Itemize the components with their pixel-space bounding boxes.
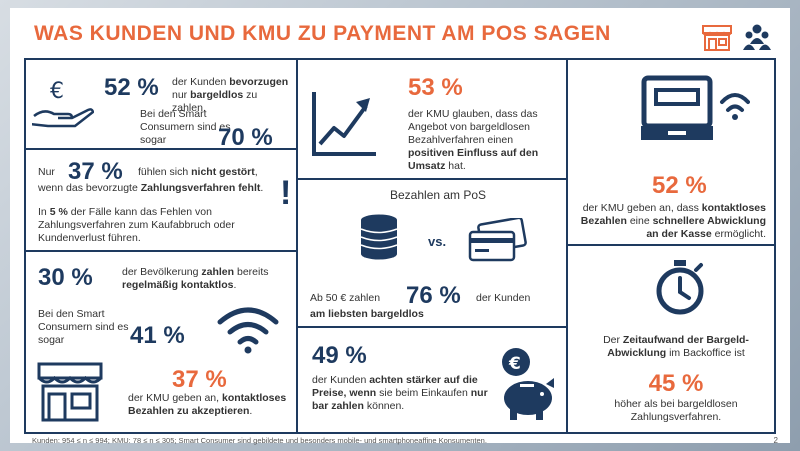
p2-paragraph: In 5 % der Fälle kann das Fehlen von Zah… [38,206,274,245]
svg-text:€: € [50,79,64,104]
p7-bold-2: schnellere Abwicklung an der Kasse [646,215,766,240]
p2-text-3: In [38,206,47,218]
exclamation-icon: ! [280,174,292,212]
wifi-icon [217,307,279,354]
infographic-page: WAS KUNDEN UND KMU ZU PAYMENT AM POS SAG… [10,8,790,443]
p3-bold-2: regelmäßig kontaktlos [122,279,234,291]
p6-text-3: können. [366,400,405,412]
stat-52-percent-kmu: 52 % [652,172,707,199]
grid-line [566,244,774,246]
grid-line [24,148,296,150]
p2-text-1: fühlen sich [138,166,189,178]
page-title: WAS KUNDEN UND KMU ZU PAYMENT AM POS SAG… [34,22,611,45]
p1-bold-1: bevorzugen [229,76,289,88]
grid-line [296,326,566,328]
p1-bold-2: bargeldlos [190,89,244,101]
store-icon [37,362,103,422]
stopwatch-icon [656,260,704,315]
stat-49-percent: 49 % [312,342,367,369]
p3-text: der Bevölkerung zahlen bereits regelmäßi… [122,266,269,291]
pos-heading: Bezahlen am PoS [390,188,487,202]
p8-text: Der Zeitaufwand der Bargeld-Abwicklung i… [584,334,768,360]
svg-text:€: € [508,354,521,374]
title-divider [24,58,776,60]
stat-76-percent: 76 % [406,282,461,309]
stat-45-percent: 45 % [648,370,704,397]
p6-bold-2: nur bar zahlen [312,387,488,412]
p7-bold-1: kontaktloses Bezahlen [580,202,766,227]
p5-bold: am liebsten bargeldlos [310,308,424,320]
p5-pre: Ab 50 € zahlen [310,292,381,304]
cash-register-icon [641,75,750,140]
p6-text-2: sie beim Einkaufen [379,387,468,399]
piggy-bank-icon: € [502,348,554,420]
p2-text-4: der Fälle kann das Fehlen von Zahlungsve… [38,206,235,244]
stat-30-percent: 30 % [38,264,93,291]
p4-bold-1: positiven Einfluss auf den Umsatz [408,147,539,172]
p4-text-1: der KMU glauben, dass das Angebot von ba… [408,108,538,146]
header-icons [700,22,772,52]
grid-line [24,250,296,252]
people-group-icon [743,24,771,50]
p1-sub-text: Bei den Smart Consumern sind es sogar [140,108,231,146]
p8-text-1: Der [603,334,620,346]
vs-label: vs. [428,234,447,249]
p1-text-3: zu zahlen. [172,89,258,114]
grid-line [296,60,298,432]
p8-text-3: höher als bei bargeldlosen Zahlungsverfa… [614,398,738,423]
p1-text: der Kunden bevorzugen nur bargeldlos zu … [172,76,292,115]
p6-text-1: der Kunden [312,374,367,386]
p5-post: der Kunden [476,292,531,304]
p3-kmu-text: der KMU geben an, kontaktloses Bezahlen … [128,392,287,417]
p1-text-2: nur [172,89,188,101]
p1-text-1: der Kunden [172,76,227,88]
grid-line [24,432,776,434]
p7-text-1: der KMU geben an, dass [582,202,699,214]
stat-52-percent: 52 % [104,74,159,101]
p3-text-3: der KMU geben an, [128,392,220,404]
hand-euro-icon: € [32,79,94,128]
p2-pre: Nur [38,166,55,178]
stat-37-percent: 37 % [68,158,123,185]
shop-icon [702,25,732,51]
p3-text-1: der Bevölkerung [122,266,199,278]
p2-line-1: fühlen sich nicht gestört, [138,166,258,178]
p7-text: der KMU geben an, dass kontaktloses Beza… [580,202,766,241]
p6-text: der Kunden achten stärker auf die Preise… [312,374,492,413]
grid-line [24,60,26,432]
growth-chart-icon [312,92,376,156]
page-number: 2 [773,436,778,445]
stat-53-percent: 53 % [408,74,463,101]
p6-bold-1: achten stärker auf die Preise, wenn [312,374,478,399]
grid-line [296,178,566,180]
p7-text-3: ermöglicht. [714,228,766,240]
grid-line [774,60,776,432]
p2-text-2: wenn das bevorzugte [38,182,138,194]
p4-text: der KMU glauben, dass das Angebot von ba… [408,108,558,173]
p2-bold-3: 5 % [49,206,68,218]
stat-41-percent: 41 % [130,322,185,349]
p3-bold-3: kontaktloses Bezahlen zu akzeptieren [128,392,287,417]
p4-text-2: hat. [448,160,466,172]
grid-line [566,60,568,432]
footnote: Kunden: 954 ≤ n ≤ 994; KMU: 78 ≤ n ≤ 305… [32,436,487,445]
p2-bold-1: nicht gestört [191,166,255,178]
coins-icon [360,214,398,260]
p3-bold-1: zahlen [201,266,235,278]
p2-line-2: wenn das bevorzugte Zahlungsverfahren fe… [38,182,264,194]
p2-bold-2: Zahlungsverfahren fehlt [140,182,261,194]
p8-text-2: im Backoffice ist [669,347,745,359]
p7-text-2: eine [629,215,650,227]
stat-70-percent: 70 % [218,124,273,151]
stat-37-percent-kmu: 37 % [172,366,227,393]
credit-cards-icon [468,218,527,262]
p8-bold-1: Zeitaufwand der Bargeld-Abwicklung [607,334,749,359]
p3-text-2: bereits [237,266,269,278]
p3-sub-text: Bei den Smart Consumern sind es sogar [38,308,129,346]
